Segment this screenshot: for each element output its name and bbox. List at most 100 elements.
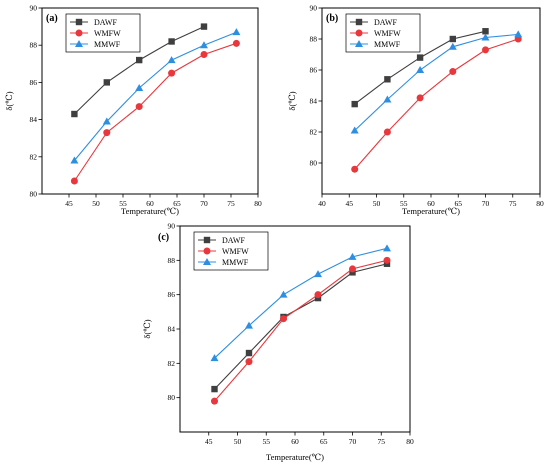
data-point-dawf [168, 38, 175, 45]
data-point-wmfw [135, 103, 143, 111]
x-tick-label: 50 [373, 199, 381, 208]
data-point-wmfw [449, 68, 457, 76]
x-tick-label: 70 [200, 199, 208, 208]
data-point-mmwf [348, 252, 357, 260]
x-tick-label: 80 [406, 437, 414, 446]
panel-label: (c) [158, 232, 169, 243]
x-tick-label: 70 [349, 437, 357, 446]
data-point-dawf [245, 349, 253, 357]
panel-3: 45 50 55 60 65 70 75 80 80 82 84 86 88 90 Temperature(… [142, 222, 414, 463]
legend-label-dawf: DAWF [94, 18, 117, 27]
data-point-wmfw [280, 315, 287, 323]
y-tick-label: 88 [30, 41, 38, 50]
legend-marker-dawf [355, 18, 363, 26]
data-point-wmfw [383, 128, 391, 136]
y-tick-label: 88 [168, 256, 176, 265]
data-point-dawf [103, 79, 110, 86]
y-tick-label: 86 [30, 78, 38, 87]
x-tick-label: 60 [146, 199, 154, 208]
data-point-wmfw [351, 165, 359, 173]
legend-label-dawf: DAWF [222, 236, 245, 245]
legend-label-wmfw: WMFW [374, 29, 401, 38]
data-point-mmwf [210, 354, 219, 362]
legend-marker-wmfw [75, 29, 83, 37]
y-tick-label: 90 [30, 4, 38, 13]
y-tick-label: 82 [310, 128, 318, 137]
legend-marker-mmwf [355, 40, 363, 47]
data-point-dawf [71, 110, 78, 118]
series-line-dawf [214, 263, 388, 390]
data-point-wmfw [416, 94, 424, 102]
data-point-wmfw [314, 291, 322, 299]
data-point-wmfw [70, 177, 78, 185]
x-tick-label: 45 [65, 199, 73, 208]
y-tick-label: 84 [168, 325, 176, 334]
legend-label-mmwf: MMWF [374, 40, 401, 49]
x-tick-label: 55 [400, 199, 408, 208]
data-point-wmfw [383, 256, 391, 264]
data-point-mmwf [383, 95, 392, 103]
data-point-wmfw [200, 51, 208, 58]
y-axis-title: δ(℃) [4, 91, 14, 110]
y-tick-label: 82 [30, 152, 38, 161]
legend-label-wmfw: WMFW [222, 247, 249, 256]
data-point-mmwf [514, 30, 523, 38]
x-tick-label: 70 [482, 199, 490, 208]
legend-marker-mmwf [75, 40, 83, 47]
series-line-wmfw [354, 38, 519, 170]
data-point-wmfw [245, 358, 253, 366]
x-tick-label: 50 [92, 199, 100, 208]
data-point-mmwf [167, 56, 176, 64]
y-axis-title: δ(℃) [287, 91, 297, 110]
x-axis-title: Temperature(℃) [402, 206, 460, 216]
series-line-mmwf [354, 33, 519, 131]
data-point-mmwf [70, 156, 79, 164]
y-tick-label: 80 [310, 159, 318, 168]
x-tick-label: 75 [378, 437, 386, 446]
data-point-wmfw [482, 46, 489, 54]
data-point-dawf [351, 100, 358, 108]
data-point-mmwf [200, 41, 208, 49]
data-point-mmwf [245, 321, 253, 329]
series-line-wmfw [73, 42, 237, 182]
y-tick-label: 88 [310, 35, 318, 44]
data-point-dawf [200, 23, 208, 30]
y-axis-title: δ(℃) [142, 319, 152, 338]
legend-label-mmwf: MMWF [94, 40, 121, 49]
data-point-wmfw [168, 69, 176, 77]
y-tick-label: 90 [168, 222, 176, 231]
x-axis-title: Temperature(℃) [266, 452, 324, 462]
x-axis-title: Temperature(℃) [121, 206, 179, 216]
y-tick-label: 80 [30, 190, 38, 199]
y-tick-label: 90 [310, 4, 318, 13]
x-tick-label: 55 [119, 199, 127, 208]
data-point-mmwf [350, 126, 359, 134]
data-point-mmwf [416, 66, 425, 73]
x-tick-label: 40 [318, 199, 326, 208]
data-point-mmwf [135, 83, 144, 91]
panel-2: 40 45 50 55 60 65 70 75 80 80 82 84 86 88 90 Temperatur… [287, 4, 544, 217]
x-tick-label: 60 [427, 199, 435, 208]
data-point-mmwf [383, 244, 391, 252]
panel-label: (a) [46, 13, 58, 24]
data-point-wmfw [232, 39, 240, 47]
series-line-mmwf [214, 247, 388, 359]
data-point-wmfw [211, 397, 218, 405]
x-tick-label: 45 [346, 199, 354, 208]
x-tick-label: 80 [536, 199, 544, 208]
y-tick-label: 86 [310, 66, 318, 75]
legend-marker-wmfw [203, 247, 211, 255]
legend-marker-wmfw [355, 29, 363, 37]
y-tick-label: 82 [168, 359, 176, 368]
data-point-dawf [449, 35, 456, 43]
x-tick-label: 65 [320, 437, 328, 446]
data-point-mmwf [314, 270, 322, 278]
legend-label-mmwf: MMWF [222, 258, 249, 267]
data-point-mmwf [279, 290, 288, 298]
data-point-dawf [384, 76, 391, 83]
y-tick-label: 80 [168, 393, 176, 402]
x-tick-label: 75 [227, 199, 235, 208]
legend-marker-dawf [75, 18, 83, 26]
